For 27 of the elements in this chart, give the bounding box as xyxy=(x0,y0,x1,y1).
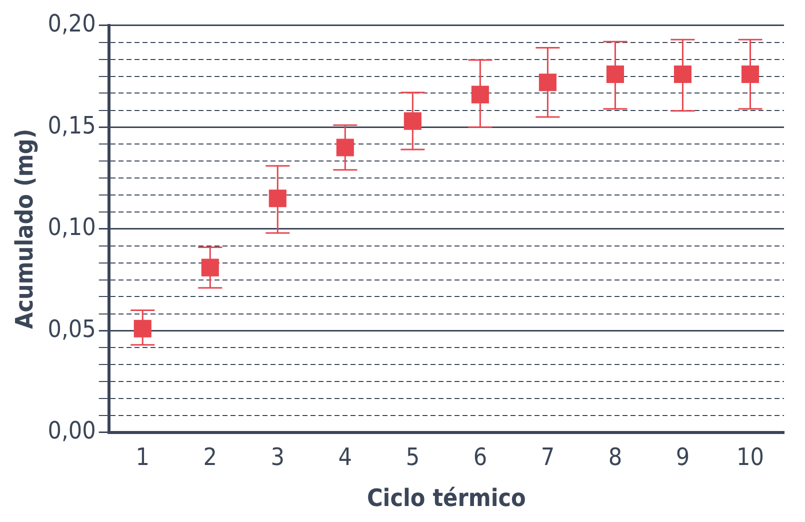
x-tick-label: 6 xyxy=(473,443,488,472)
point xyxy=(741,65,760,84)
x-tick-label: 7 xyxy=(540,443,555,472)
y-tick-label: 0,00 xyxy=(48,416,96,445)
x-tick-label: 9 xyxy=(676,443,690,472)
x-tick-label: 1 xyxy=(136,443,150,472)
point xyxy=(268,190,286,208)
point xyxy=(404,112,422,130)
point xyxy=(336,138,354,156)
y-axis-title: Acumulado (mg) xyxy=(10,128,39,330)
x-tick-label: 2 xyxy=(203,443,217,472)
point xyxy=(471,86,489,104)
point xyxy=(134,320,152,338)
y-tick-label: 0,05 xyxy=(48,314,96,343)
y-tick-label: 0,15 xyxy=(48,111,96,140)
y-tick-label: 0,20 xyxy=(48,10,96,38)
x-tick-label: 5 xyxy=(406,443,420,472)
x-tick-label: 10 xyxy=(736,443,764,472)
x-tick-label: 8 xyxy=(608,443,622,472)
point xyxy=(201,258,219,276)
point xyxy=(538,74,556,92)
x-tick-label: 4 xyxy=(338,443,352,472)
y-tick-label: 0,10 xyxy=(48,213,96,242)
x-tick-label: 3 xyxy=(270,443,285,472)
point xyxy=(606,65,624,84)
x-axis-title: Ciclo térmico xyxy=(366,484,526,512)
point xyxy=(674,65,692,84)
